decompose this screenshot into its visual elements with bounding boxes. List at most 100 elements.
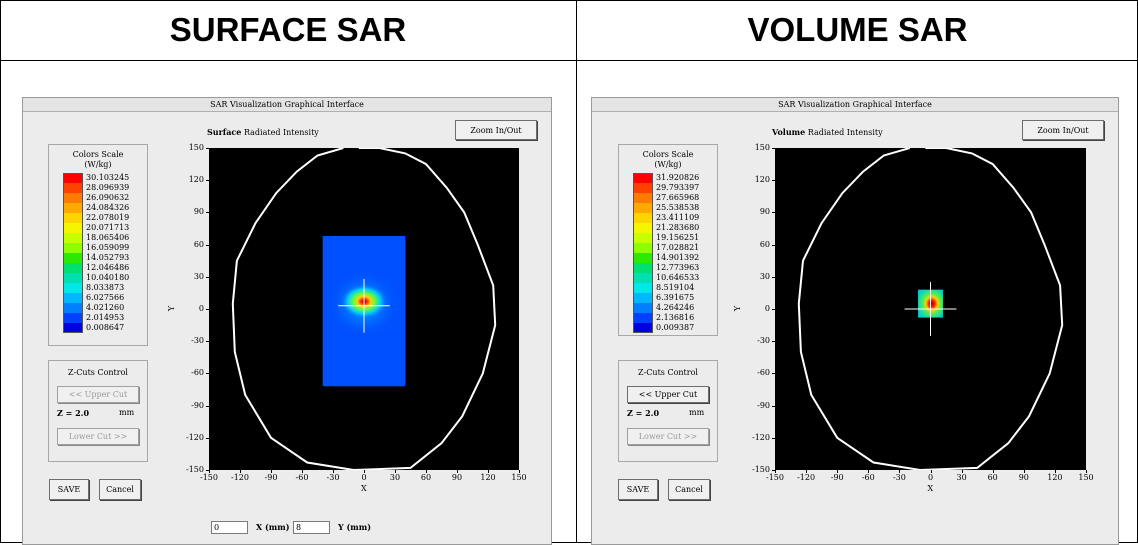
y-tick-label: -150 — [186, 465, 204, 474]
plot-canvas — [231, 148, 497, 470]
z-unit: mm — [689, 408, 705, 417]
scale-swatch — [63, 213, 83, 223]
scale-swatch — [633, 303, 653, 313]
y-axis-label: Y — [733, 305, 743, 312]
upper-cut-button[interactable]: << Upper Cut — [57, 386, 139, 403]
scale-swatch — [633, 263, 653, 273]
scale-value: 10.040180 — [86, 273, 130, 282]
scale-value: 20.071713 — [86, 223, 130, 232]
scale-title: Colors Scale — [72, 150, 124, 159]
y-tick-label: -90 — [191, 400, 204, 410]
surface-sar-plot[interactable] — [209, 148, 519, 470]
scale-value: 8.519104 — [656, 283, 695, 292]
x-tick-label: 90 — [451, 473, 463, 482]
scale-swatch — [63, 253, 83, 263]
y-tick-mark — [772, 180, 775, 182]
scale-swatch — [63, 293, 83, 303]
scale-value: 0.009387 — [656, 323, 695, 332]
surface-sar-window: SAR Visualization Graphical Interface Su… — [22, 97, 552, 545]
x-axis-label: X — [361, 484, 367, 493]
x-tick-label: -120 — [797, 473, 816, 482]
scale-swatch — [633, 313, 653, 323]
y-tick-label: 0 — [764, 304, 770, 313]
y-tick-label: 90 — [193, 207, 204, 217]
scale-swatch — [633, 183, 653, 193]
y-tick-mark — [206, 276, 209, 278]
y-tick-label: 0 — [198, 304, 204, 313]
y-tick-label: -60 — [757, 368, 770, 378]
x-input-label: X (mm) — [256, 522, 290, 532]
intensity-label: Radiated Intensity — [807, 128, 883, 137]
y-coordinate-input[interactable]: 8 — [293, 521, 330, 534]
y-tick-label: -120 — [186, 432, 204, 442]
scale-swatch — [63, 323, 83, 333]
y-tick-label: 150 — [754, 143, 770, 152]
x-coordinate-input[interactable]: 0 — [211, 521, 248, 534]
x-tick-mark — [426, 470, 427, 473]
save-button[interactable]: SAVE — [618, 479, 658, 500]
window-title: SAR Visualization Graphical Interface — [592, 98, 1118, 112]
scale-swatch — [63, 313, 83, 323]
scale-swatch — [63, 283, 83, 293]
scale-value: 16.059099 — [86, 243, 130, 252]
y-tick-label: 90 — [759, 207, 770, 217]
scale-swatch — [633, 323, 653, 333]
mode-label: Volume — [772, 127, 806, 137]
x-tick-mark — [1086, 470, 1087, 473]
lower-cut-button[interactable]: Lower Cut >> — [627, 428, 709, 445]
scale-swatch — [633, 233, 653, 243]
x-tick-mark — [930, 470, 932, 473]
scale-swatch — [633, 193, 653, 203]
scale-value: 21.283680 — [656, 223, 700, 232]
volume-sar-plot[interactable] — [775, 148, 1086, 470]
scale-value: 24.084326 — [86, 203, 130, 212]
scale-swatch — [63, 223, 83, 233]
x-tick-mark — [868, 470, 870, 473]
x-tick-label: -150 — [200, 473, 218, 482]
y-tick-mark — [206, 470, 209, 471]
scale-value: 23.411109 — [656, 213, 700, 222]
y-tick-label: -30 — [191, 336, 204, 346]
scale-value: 14.901392 — [656, 253, 700, 262]
save-button[interactable]: SAVE — [49, 479, 89, 500]
zoom-button[interactable]: Zoom In/Out — [455, 120, 537, 140]
scale-swatch — [63, 303, 83, 313]
x-tick-label: 60 — [420, 473, 432, 482]
x-tick-mark — [961, 470, 963, 473]
scale-value: 0.008647 — [86, 323, 125, 332]
cancel-button[interactable]: Cancel — [668, 479, 710, 500]
x-tick-mark — [992, 470, 994, 473]
scale-swatch — [63, 243, 83, 253]
x-tick-label: -30 — [892, 473, 906, 482]
lower-cut-button[interactable]: Lower Cut >> — [57, 428, 139, 445]
x-tick-mark — [240, 470, 241, 473]
zoom-button[interactable]: Zoom In/Out — [1022, 120, 1104, 140]
y-tick-mark — [206, 309, 209, 310]
scale-value: 29.793397 — [656, 183, 700, 192]
x-tick-mark — [1023, 470, 1025, 473]
y-tick-label: -120 — [752, 432, 770, 442]
color-scale-panel: Colors Scale (W/kg) 30.103245 28.096939 26… — [48, 144, 148, 346]
scale-value: 6.027566 — [86, 293, 125, 302]
scale-swatch — [63, 173, 83, 183]
y-tick-label: 150 — [188, 143, 204, 152]
y-tick-label: 60 — [759, 239, 770, 249]
x-tick-label: 120 — [480, 473, 496, 482]
phantom-outline — [231, 148, 497, 470]
scale-swatch — [633, 203, 653, 213]
x-tick-mark — [457, 470, 458, 473]
column-divider — [576, 0, 577, 543]
y-tick-mark — [206, 180, 209, 182]
scale-swatch — [63, 203, 83, 213]
plot-canvas — [797, 148, 1064, 470]
zcuts-title: Z-Cuts Control — [68, 368, 128, 377]
x-tick-mark — [302, 470, 303, 473]
cancel-button[interactable]: Cancel — [99, 479, 141, 500]
upper-cut-button[interactable]: << Upper Cut — [627, 386, 709, 403]
x-tick-label: 30 — [956, 473, 967, 482]
y-tick-mark — [772, 437, 775, 439]
y-tick-mark — [772, 212, 775, 214]
scale-value: 4.264246 — [656, 303, 695, 312]
y-tick-label: -30 — [757, 336, 770, 346]
y-tick-mark — [772, 148, 775, 149]
